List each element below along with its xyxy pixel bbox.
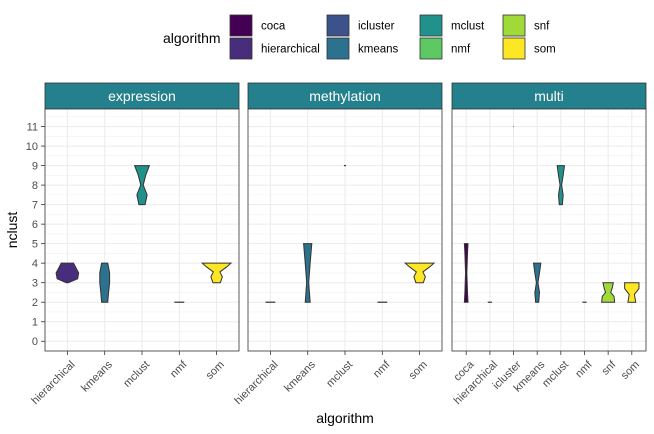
y-tick-label: 6 — [32, 219, 38, 231]
y-tick-label: 11 — [27, 122, 38, 134]
x-tick-label: mclust — [324, 359, 355, 390]
facet-strip-label: multi — [534, 88, 564, 104]
legend-key-mclust — [419, 14, 443, 37]
y-tick-label: 4 — [32, 258, 38, 270]
x-axis-title: algorithm — [316, 410, 374, 426]
y-tick-label: 8 — [32, 180, 38, 192]
legend-key-coca — [229, 14, 253, 37]
violin-mclust — [556, 165, 566, 206]
legend-key-som — [502, 37, 526, 60]
legend-label-som: som — [534, 44, 556, 56]
x-tick-label: som — [204, 359, 227, 382]
panel-background — [452, 109, 646, 351]
violin-som — [200, 262, 233, 284]
legend-key-snf — [502, 14, 526, 37]
y-tick-label: 0 — [32, 336, 38, 348]
y-tick-label: 3 — [32, 278, 38, 290]
panel-border — [451, 108, 647, 352]
facet-strip-label: expression — [108, 88, 176, 104]
violin-coca — [463, 243, 469, 303]
x-tick-label: hierarchical — [29, 359, 77, 407]
legend-label-kmeans: kmeans — [358, 44, 399, 56]
violin-kmeans — [532, 262, 542, 303]
x-tick-label: som — [619, 359, 642, 382]
y-tick-label: 10 — [26, 141, 38, 153]
x-tick-label: nmf — [573, 358, 595, 380]
legend-key-icluster — [326, 14, 350, 37]
legend: algorithm coca hierarchical icluster kmeans… — [163, 14, 556, 60]
legend-label-snf: snf — [534, 21, 550, 33]
y-tick-label: 9 — [32, 161, 38, 173]
x-tick-label: kmeans — [79, 358, 115, 394]
x-tick-label: mclust — [540, 359, 571, 390]
facet-strip-label: methylation — [309, 88, 381, 104]
facet-strip — [44, 82, 240, 110]
violin-snf — [601, 282, 616, 303]
x-tick-label: kmeans — [282, 358, 318, 394]
legend-label-nmf: nmf — [451, 44, 471, 56]
x-tick-label: nmf — [168, 358, 190, 380]
violin-som — [624, 282, 640, 303]
y-tick-label: 7 — [32, 200, 38, 212]
facet-strip — [247, 82, 443, 110]
violin-kmeans — [99, 262, 111, 303]
y-tick-label: 1 — [32, 317, 38, 329]
legend-label-icluster: icluster — [358, 21, 395, 33]
legend-label-hierarchical: hierarchical — [261, 44, 320, 56]
x-tick-label: mclust — [121, 359, 152, 390]
violin-kmeans — [303, 243, 313, 303]
facet-panel-multi: multicocahierarchicaliclusterkmeansmclus… — [451, 82, 647, 407]
legend-title: algorithm — [163, 30, 221, 46]
legend-key-hierarchical — [229, 37, 253, 60]
violin-mclust — [133, 165, 151, 206]
y-tick-label: 5 — [32, 239, 38, 251]
legend-label-mclust: mclust — [451, 21, 485, 33]
violin-hierarchical — [55, 262, 80, 284]
legend-key-nmf — [419, 37, 443, 60]
x-tick-label: som — [407, 359, 430, 382]
facet-panel-methylation: methylation hierarchical kmeans mclust nmf so… — [232, 82, 443, 407]
facet-panel-expression: expression hierarchical kmeans mclust nmf som — [29, 82, 240, 407]
y-axis-title: nclust — [4, 212, 20, 249]
x-tick-label: nmf — [371, 358, 393, 380]
y-tick-label: 2 — [32, 297, 38, 309]
x-tick-label: snf — [599, 358, 619, 378]
y-axis: 0 1 2 3 4 5 6 7 8 9 10 11 — [26, 122, 45, 348]
legend-key-kmeans — [326, 37, 350, 60]
legend-label-coca: coca — [261, 21, 286, 33]
violin-som — [403, 262, 436, 284]
x-tick-label: hierarchical — [232, 359, 280, 407]
facet-strip — [451, 82, 647, 110]
